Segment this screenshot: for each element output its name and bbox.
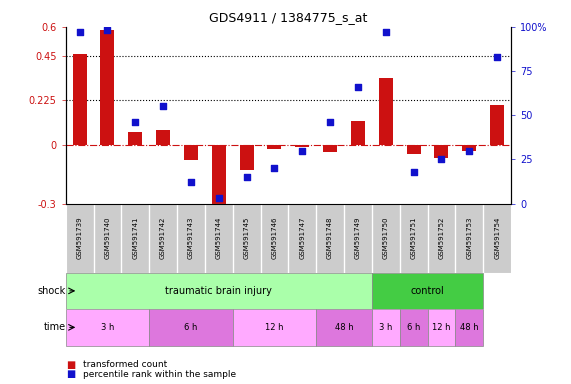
Text: 3 h: 3 h bbox=[100, 323, 114, 332]
Text: GSM591742: GSM591742 bbox=[160, 217, 166, 259]
Text: transformed count: transformed count bbox=[83, 360, 167, 369]
Bar bbox=[205, 204, 233, 273]
Bar bbox=[288, 204, 316, 273]
Bar bbox=[73, 55, 87, 145]
Text: GSM591752: GSM591752 bbox=[439, 217, 444, 259]
Text: control: control bbox=[411, 286, 444, 296]
Bar bbox=[149, 309, 233, 346]
Text: GSM591747: GSM591747 bbox=[299, 217, 305, 259]
Point bbox=[437, 156, 446, 162]
Text: 6 h: 6 h bbox=[407, 323, 420, 332]
Bar bbox=[233, 204, 260, 273]
Point bbox=[325, 119, 335, 125]
Text: GSM591743: GSM591743 bbox=[188, 217, 194, 259]
Bar bbox=[149, 204, 177, 273]
Point bbox=[297, 147, 307, 154]
Bar bbox=[351, 121, 365, 145]
Bar bbox=[240, 145, 254, 170]
Point bbox=[131, 119, 140, 125]
Bar bbox=[233, 309, 316, 346]
Bar bbox=[372, 309, 400, 346]
Text: GSM591740: GSM591740 bbox=[104, 217, 110, 259]
Bar bbox=[66, 309, 149, 346]
Text: ■: ■ bbox=[66, 369, 75, 379]
Bar bbox=[379, 78, 393, 145]
Bar bbox=[463, 145, 476, 151]
Point bbox=[353, 84, 363, 90]
Bar bbox=[407, 145, 421, 154]
Point bbox=[242, 174, 251, 180]
Bar bbox=[428, 309, 456, 346]
Bar bbox=[372, 273, 483, 309]
Bar bbox=[66, 204, 94, 273]
Bar bbox=[456, 204, 483, 273]
Text: 48 h: 48 h bbox=[335, 323, 353, 332]
Point bbox=[270, 165, 279, 171]
Bar bbox=[128, 132, 142, 145]
Point bbox=[465, 147, 474, 154]
Text: GSM591748: GSM591748 bbox=[327, 217, 333, 259]
Point bbox=[159, 103, 168, 109]
Bar bbox=[156, 130, 170, 145]
Title: GDS4911 / 1384775_s_at: GDS4911 / 1384775_s_at bbox=[209, 11, 368, 24]
Bar bbox=[344, 204, 372, 273]
Point bbox=[75, 29, 84, 35]
Text: GSM591749: GSM591749 bbox=[355, 217, 361, 259]
Text: 3 h: 3 h bbox=[379, 323, 392, 332]
Text: ■: ■ bbox=[66, 360, 75, 370]
Bar bbox=[100, 30, 114, 145]
Point bbox=[103, 27, 112, 33]
Bar bbox=[372, 204, 400, 273]
Point bbox=[186, 179, 195, 185]
Bar bbox=[66, 273, 372, 309]
Text: 6 h: 6 h bbox=[184, 323, 198, 332]
Bar bbox=[295, 145, 309, 147]
Bar bbox=[483, 204, 511, 273]
Bar bbox=[184, 145, 198, 161]
Text: traumatic brain injury: traumatic brain injury bbox=[166, 286, 272, 296]
Bar bbox=[323, 145, 337, 152]
Text: GSM591750: GSM591750 bbox=[383, 217, 389, 259]
Bar bbox=[260, 204, 288, 273]
Text: time: time bbox=[43, 322, 66, 333]
Bar bbox=[316, 309, 372, 346]
Text: percentile rank within the sample: percentile rank within the sample bbox=[83, 370, 236, 379]
Bar bbox=[490, 105, 504, 145]
Bar bbox=[177, 204, 205, 273]
Text: 12 h: 12 h bbox=[432, 323, 451, 332]
Text: 12 h: 12 h bbox=[265, 323, 284, 332]
Point bbox=[214, 195, 223, 201]
Point bbox=[381, 29, 391, 35]
Text: GSM591754: GSM591754 bbox=[494, 217, 500, 259]
Bar bbox=[456, 309, 483, 346]
Bar bbox=[400, 204, 428, 273]
Text: GSM591753: GSM591753 bbox=[467, 217, 472, 259]
Point bbox=[493, 54, 502, 60]
Text: 48 h: 48 h bbox=[460, 323, 478, 332]
Point bbox=[409, 169, 418, 175]
Text: GSM591745: GSM591745 bbox=[244, 217, 250, 259]
Bar bbox=[267, 145, 282, 149]
Bar bbox=[400, 309, 428, 346]
Bar bbox=[94, 204, 122, 273]
Bar bbox=[435, 145, 448, 158]
Text: GSM591746: GSM591746 bbox=[271, 217, 278, 259]
Text: GSM591739: GSM591739 bbox=[77, 217, 83, 260]
Bar bbox=[122, 204, 149, 273]
Text: GSM591744: GSM591744 bbox=[216, 217, 222, 259]
Bar bbox=[212, 145, 226, 207]
Text: GSM591741: GSM591741 bbox=[132, 217, 138, 259]
Bar bbox=[428, 204, 456, 273]
Bar bbox=[316, 204, 344, 273]
Text: shock: shock bbox=[38, 286, 66, 296]
Text: GSM591751: GSM591751 bbox=[411, 217, 417, 259]
